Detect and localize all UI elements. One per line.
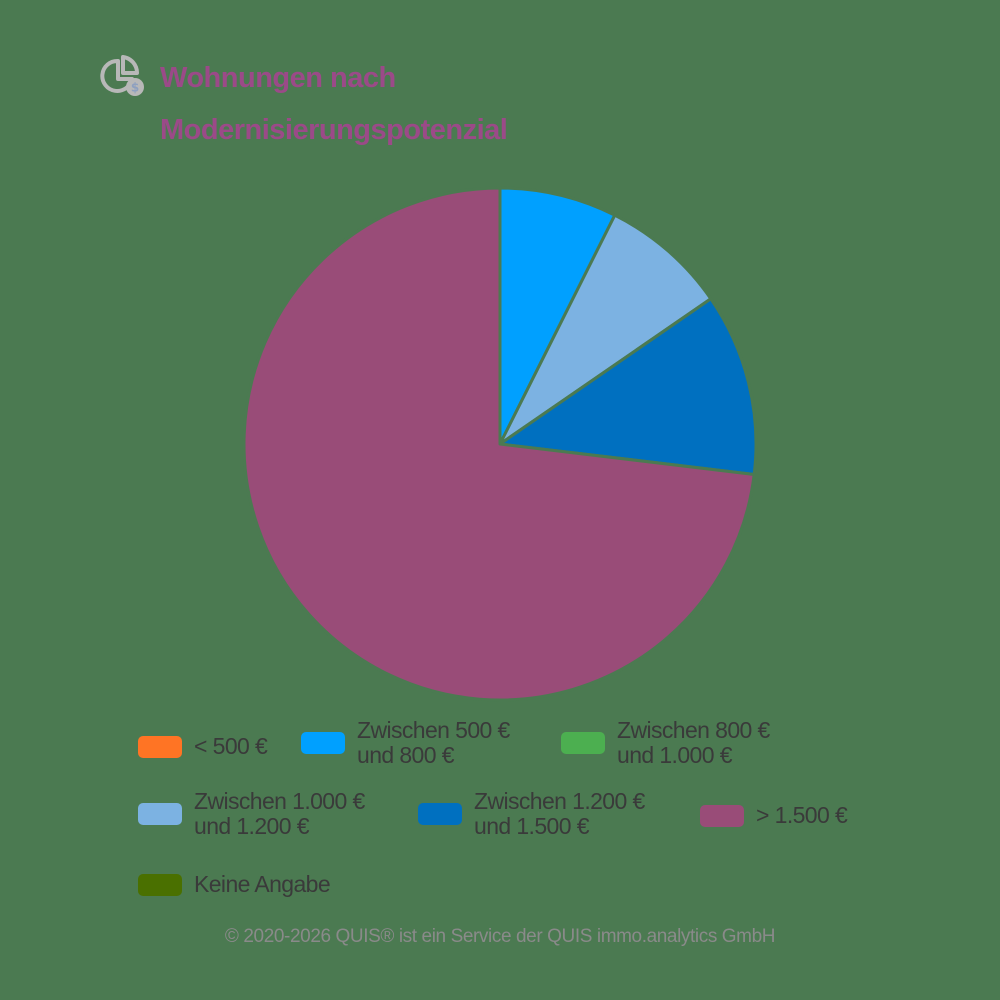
chart-title: Wohnungen nach Modernisierungspotenzial — [160, 52, 508, 156]
legend-label: > 1.500 € — [756, 802, 848, 828]
pie-slice[interactable]: Zwischen 500 € und 800 €: 7.4% — [498, 186, 617, 446]
legend-item-over-1500[interactable]: > 1.500 € — [700, 802, 848, 828]
legend-swatch — [138, 735, 182, 758]
legend-item-1200-1500[interactable]: Zwischen 1.200 € und 1.500 € — [418, 789, 645, 839]
legend-item-1000-1200[interactable]: Zwischen 1.000 € und 1.200 € — [138, 789, 365, 839]
pie-slice[interactable]: Zwischen 1.200 € und 1.500 €: 11.5% — [498, 297, 758, 476]
legend-label: Zwischen 1.000 € und 1.200 € — [194, 788, 365, 839]
pie-slice[interactable]: Zwischen 1.000 € und 1.200 €: 8% — [498, 213, 713, 446]
legend-item-keine-angabe[interactable]: Keine Angabe — [138, 871, 331, 897]
pie-chart-money-icon: $ — [100, 55, 144, 96]
pie-slice[interactable]: > 1.500 €: 73.1% — [242, 186, 756, 702]
chart-title-line1: Wohnungen nach — [160, 62, 396, 94]
legend-label: Zwischen 500 € und 800 € — [357, 717, 510, 768]
legend-label: Zwischen 1.200 € und 1.500 € — [474, 788, 645, 839]
legend-label: Zwischen 800 € und 1.000 € — [617, 717, 770, 768]
legend-swatch — [138, 873, 182, 896]
chart-title-line2: Modernisierungspotenzial — [160, 114, 508, 146]
legend-swatch — [138, 803, 182, 825]
copyright-footer: © 2020-2026 QUIS® ist ein Service der QU… — [224, 926, 776, 947]
legend-swatch — [301, 732, 345, 754]
legend-item-under-500[interactable]: < 500 € — [138, 733, 268, 759]
legend-swatch — [418, 803, 462, 825]
legend-item-800-1000[interactable]: Zwischen 800 € und 1.000 € — [561, 718, 770, 768]
legend-swatch — [700, 804, 744, 827]
legend-label: Keine Angabe — [194, 871, 331, 897]
svg-text:$: $ — [131, 81, 139, 95]
legend-item-500-800[interactable]: Zwischen 500 € und 800 € — [301, 718, 510, 768]
legend-label: < 500 € — [194, 733, 268, 759]
legend-swatch — [561, 732, 605, 754]
